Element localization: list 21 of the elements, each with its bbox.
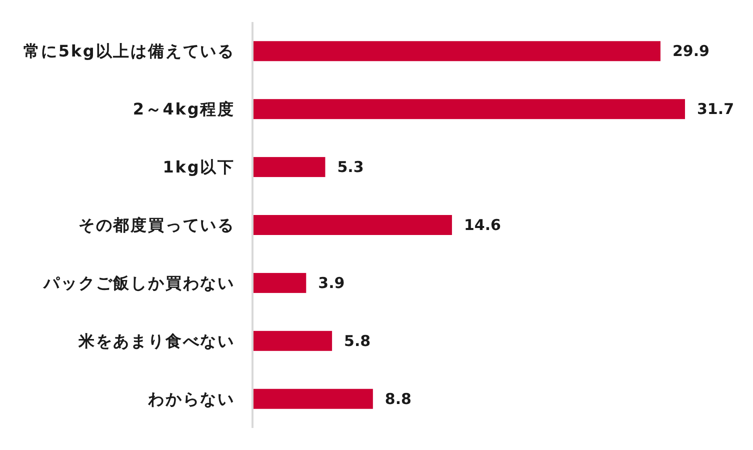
data-label: 5.8 <box>344 332 371 350</box>
bar <box>253 272 306 293</box>
data-label: 31.7 <box>697 100 734 118</box>
y-tick-label: 2～4kg程度 <box>132 100 235 119</box>
bar <box>253 99 685 120</box>
data-label: 5.3 <box>337 158 364 176</box>
y-tick-label: わからない <box>147 389 235 408</box>
data-label: 29.9 <box>672 42 710 60</box>
data-label: 8.8 <box>384 390 412 408</box>
bar <box>253 41 660 62</box>
y-tick-label: 1kg以下 <box>162 158 235 177</box>
bar <box>253 215 452 235</box>
bar <box>253 157 326 178</box>
y-tick-label: パックご飯しか買わない <box>42 273 235 292</box>
bar <box>253 330 332 351</box>
y-tick-label: その都度買っている <box>78 216 235 234</box>
y-tick-label: 米をあまり食べない <box>77 331 235 350</box>
bar <box>253 388 373 409</box>
data-label: 14.6 <box>464 216 501 234</box>
y-tick-label: 常に5kg以上は備えている <box>24 42 235 61</box>
data-label: 3.9 <box>318 274 345 292</box>
